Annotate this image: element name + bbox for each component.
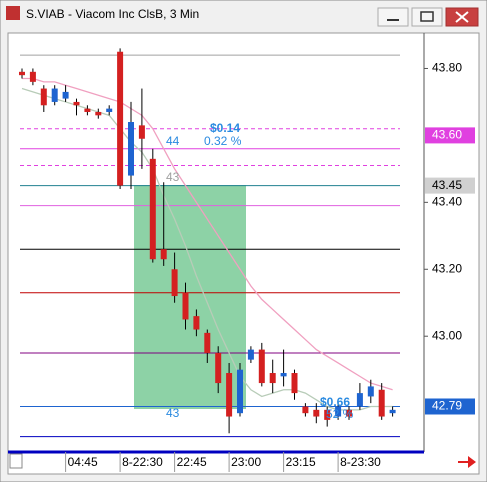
price-marker-label: 43.60 [432, 128, 462, 142]
price-marker [425, 398, 475, 415]
candle-body [29, 71, 36, 82]
candle-body [171, 269, 178, 297]
price-marker-label: 43.45 [432, 178, 462, 192]
candle-body [378, 389, 385, 417]
y-tick-label: 43.20 [432, 261, 462, 275]
candle-body [346, 409, 352, 417]
candle-body [237, 369, 243, 414]
candle-body [73, 101, 80, 106]
close-icon [455, 11, 469, 23]
maximize-icon [420, 11, 434, 22]
candle-body [335, 406, 342, 417]
x-tick-label: 22:45 [177, 455, 207, 469]
candle-body [258, 349, 265, 384]
window-title: S.VIAB - Viacom Inc ClsB, 3 Min [26, 7, 199, 21]
candle-body [280, 373, 287, 377]
maximize-button[interactable] [411, 7, 443, 27]
y-tick-label: 43.00 [432, 328, 462, 342]
y-tick-label: 43.40 [432, 195, 462, 209]
candle-body [356, 393, 363, 407]
candle-body [149, 158, 156, 260]
candle-body [247, 349, 254, 360]
candle-body [182, 292, 189, 320]
candle-body [62, 91, 69, 99]
price-marker [425, 177, 475, 194]
y-tick-label: 43.80 [432, 61, 462, 75]
annotation: 0.32 % [204, 134, 242, 148]
x-tick-label: 04:45 [68, 455, 98, 469]
annotation: $0.14 [210, 121, 240, 135]
candle-body [84, 108, 91, 112]
candle-body [313, 409, 320, 417]
scroll-arrow[interactable] [458, 456, 476, 468]
candle-body [204, 332, 211, 353]
candle-body [324, 409, 331, 420]
candle-body [40, 88, 47, 106]
scroll-box[interactable] [9, 453, 23, 469]
candle-body [226, 373, 233, 417]
candle-body [95, 111, 102, 116]
candle-body [138, 125, 145, 139]
candle-body [160, 249, 167, 260]
price-marker [425, 127, 475, 144]
candle-body [117, 51, 124, 186]
candle-body [193, 316, 200, 330]
moving-average [21, 87, 393, 411]
candle-body [106, 108, 113, 112]
minimize-button[interactable] [377, 7, 409, 27]
candle-body [269, 373, 276, 384]
moving-average [22, 77, 393, 391]
annotation: 43 [166, 170, 180, 184]
x-tick-label: 23:00 [231, 455, 261, 469]
candle-body [128, 122, 134, 176]
price-marker-label: 42.79 [432, 399, 462, 413]
candle-body [367, 386, 374, 397]
annotation: 44 [166, 134, 180, 148]
x-tick-label: 8-22:30 [122, 455, 163, 469]
candle-body [291, 373, 298, 394]
x-tick-label: 23:15 [286, 455, 316, 469]
annotation: 43 [166, 406, 180, 420]
annotation: 52 % [326, 407, 354, 421]
candle-body [302, 406, 309, 414]
candle-body [389, 409, 396, 414]
candle-body [19, 71, 25, 76]
annotation: $0.66 [320, 395, 350, 409]
x-tick-label: 8-23:30 [340, 455, 381, 469]
app-icon [6, 6, 20, 20]
candle-body [215, 352, 222, 384]
candle-body [51, 88, 58, 102]
